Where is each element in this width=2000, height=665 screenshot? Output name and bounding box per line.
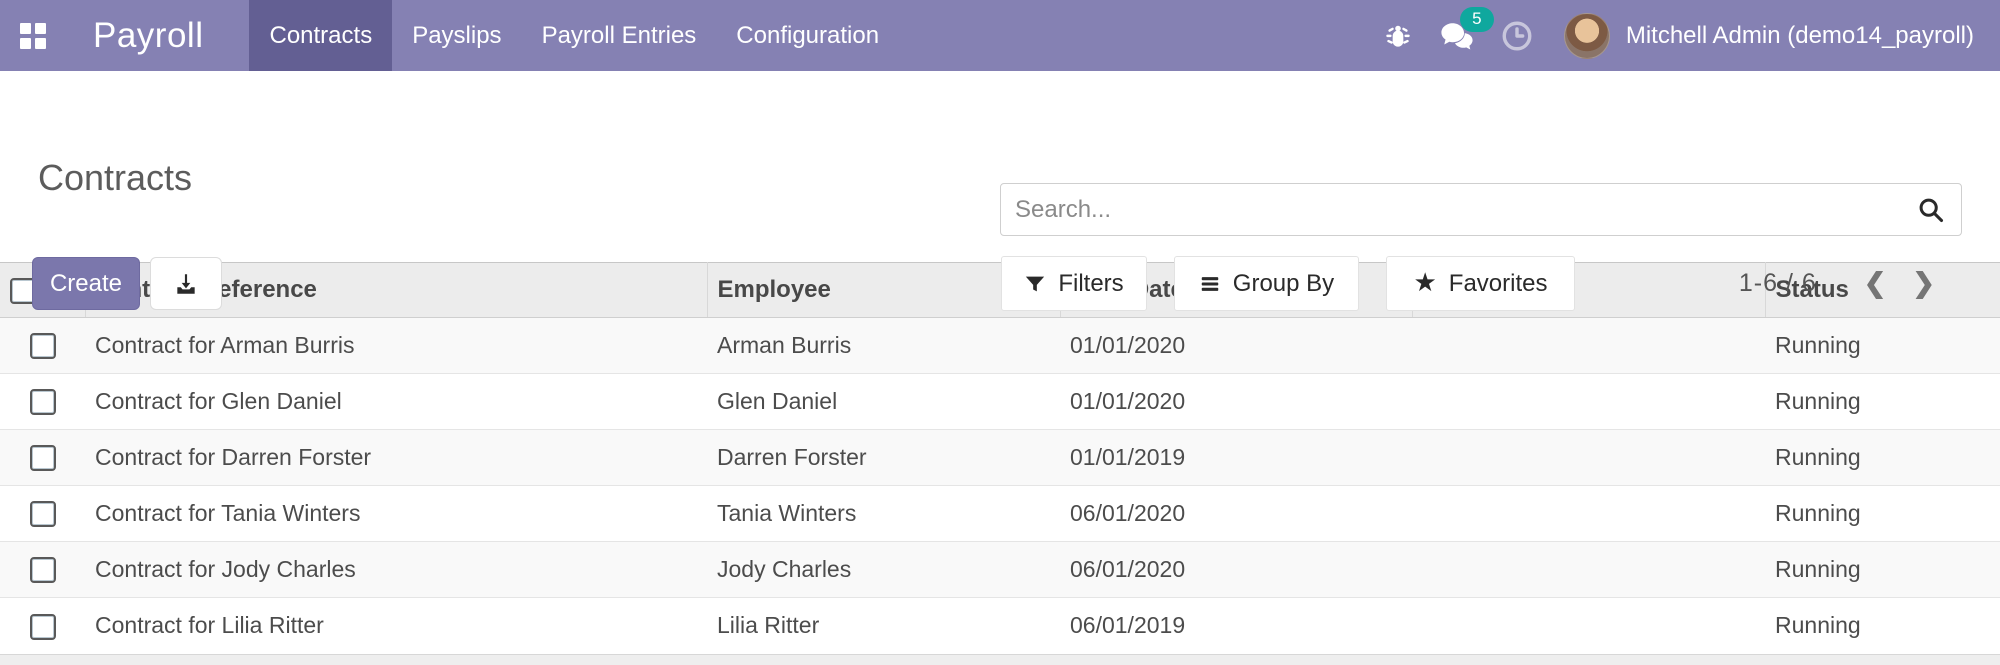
cell-end-date: [1412, 429, 1765, 486]
row-checkbox[interactable]: [29, 557, 56, 584]
cell-start-date: 01/01/2019: [1060, 429, 1412, 486]
cell-contract-reference: Contract for Tania Winters: [85, 485, 707, 542]
control-panel: Contracts Create Filters: [0, 71, 2000, 311]
filters-button[interactable]: Filters: [1001, 256, 1147, 311]
user-name[interactable]: Mitchell Admin (demo14_payroll): [1625, 21, 1974, 49]
apps-menu-button[interactable]: [0, 0, 66, 71]
row-checkbox[interactable]: [29, 501, 56, 528]
cell-start-date: 06/01/2020: [1060, 485, 1412, 542]
table-row[interactable]: Contract for Lilia Ritter Lilia Ritter 0…: [0, 597, 2000, 654]
table-footer-strip: [0, 653, 2000, 665]
contracts-table: Contract Reference Employee Start Date E…: [0, 262, 2000, 654]
row-checkbox[interactable]: [29, 445, 56, 472]
group-by-label: Group By: [1232, 269, 1335, 297]
pager-next-button[interactable]: ❯: [1912, 268, 1935, 298]
cell-contract-reference: Contract for Glen Daniel: [85, 373, 707, 430]
cell-employee: Darren Forster: [707, 429, 1060, 486]
create-button[interactable]: Create: [32, 257, 140, 310]
cell-status: Running: [1765, 597, 2000, 654]
row-checkbox[interactable]: [29, 613, 56, 640]
table-row[interactable]: Contract for Jody Charles Jody Charles 0…: [0, 541, 2000, 598]
cell-end-date: [1412, 597, 1765, 654]
cell-start-date: 01/01/2020: [1070, 332, 1186, 358]
star-icon: ★: [1413, 266, 1437, 297]
cell-start-date: 01/01/2020: [1060, 373, 1412, 430]
activities-clock-icon[interactable]: [1500, 19, 1534, 53]
table-row[interactable]: Contract for Darren Forster Darren Forst…: [0, 429, 2000, 486]
group-by-button[interactable]: Group By: [1174, 256, 1359, 311]
top-navbar: Payroll Contracts Payslips Payroll Entri…: [0, 0, 2000, 71]
table-header-row: Contract Reference Employee Start Date E…: [0, 262, 2000, 318]
table-row[interactable]: Contract for Tania Winters Tania Winters…: [0, 485, 2000, 542]
table-row[interactable]: Contract for Arman Burris Arman Burris 0…: [0, 317, 2000, 374]
cell-status: Running: [1765, 429, 2000, 486]
cell-start-date: 06/01/2020: [1060, 541, 1412, 598]
cell-status: Running: [1765, 485, 2000, 542]
cell-employee: Lilia Ritter: [707, 597, 1060, 654]
cell-end-date: [1412, 541, 1765, 598]
debug-bug-icon[interactable]: [1382, 20, 1414, 52]
menu-item-payslips[interactable]: Payslips: [412, 21, 502, 49]
search-icon[interactable]: [1917, 196, 1945, 224]
user-avatar[interactable]: [1563, 12, 1610, 59]
cell-contract-reference: Contract for Darren Forster: [85, 429, 707, 486]
menu-item-contracts[interactable]: Contracts: [249, 0, 393, 71]
download-icon: [173, 271, 199, 297]
messages-icon[interactable]: 5: [1438, 6, 1494, 53]
pager: 1-6 / 6 ❮ ❯: [1739, 256, 1948, 311]
export-button[interactable]: [150, 257, 222, 310]
cell-end-date: [1412, 318, 1765, 374]
row-checkbox[interactable]: [29, 389, 56, 416]
pager-previous-button[interactable]: ❮: [1863, 268, 1887, 298]
menu-item-payroll-entries[interactable]: Payroll Entries: [541, 21, 697, 49]
row-checkbox[interactable]: [29, 333, 56, 360]
cell-employee: Tania Winters: [707, 485, 1060, 542]
app-brand-title: Payroll: [93, 15, 204, 55]
cell-end-date: [1412, 485, 1765, 542]
table-body: Contract for Arman Burris Arman Burris 0…: [0, 317, 2000, 654]
messages-count-badge: 5: [1459, 6, 1494, 32]
cell-end-date: [1412, 373, 1765, 430]
column-header-status[interactable]: Status: [1765, 262, 2000, 318]
page-title: Contracts: [38, 157, 193, 198]
cell-status: Running: [1765, 373, 2000, 430]
search-input[interactable]: [1001, 195, 1917, 224]
cell-employee: Glen Daniel: [707, 373, 1060, 430]
pager-range: 1-6 / 6: [1738, 269, 1817, 297]
favorites-label: Favorites: [1448, 269, 1548, 297]
menu-item-configuration[interactable]: Configuration: [736, 21, 880, 49]
filter-funnel-icon: [1024, 273, 1046, 295]
cell-employee: Arman Burris: [717, 332, 852, 358]
table-row[interactable]: Contract for Glen Daniel Glen Daniel 01/…: [0, 373, 2000, 430]
main-menu: Contracts Payslips Payroll Entries Confi…: [249, 0, 899, 71]
group-by-bars-icon: [1199, 273, 1221, 295]
cell-contract-reference: Contract for Lilia Ritter: [85, 597, 707, 654]
cell-status: Running: [1765, 541, 2000, 598]
cell-contract-reference: Contract for Jody Charles: [85, 541, 707, 598]
cell-contract-reference: Contract for Arman Burris: [95, 332, 355, 358]
cell-status: Running: [1775, 332, 1861, 358]
navbar-systray: 5 Mitchell Admin (demo14_payroll): [1358, 0, 2000, 71]
cell-employee: Jody Charles: [707, 541, 1060, 598]
cell-start-date: 06/01/2019: [1060, 597, 1412, 654]
apps-grid-icon: [20, 22, 46, 49]
filters-label: Filters: [1058, 269, 1124, 297]
search-bar: [1000, 183, 1962, 236]
favorites-button[interactable]: ★ Favorites: [1386, 256, 1575, 311]
